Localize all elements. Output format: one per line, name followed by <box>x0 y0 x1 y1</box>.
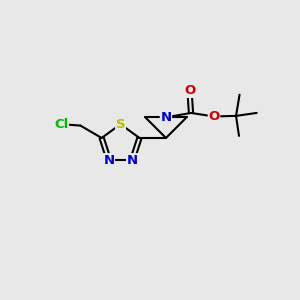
Text: S: S <box>116 118 125 131</box>
Text: N: N <box>127 154 138 167</box>
Text: Cl: Cl <box>54 118 68 130</box>
Text: O: O <box>184 84 195 98</box>
Text: N: N <box>160 111 172 124</box>
Text: O: O <box>208 110 220 123</box>
Text: N: N <box>103 154 114 167</box>
